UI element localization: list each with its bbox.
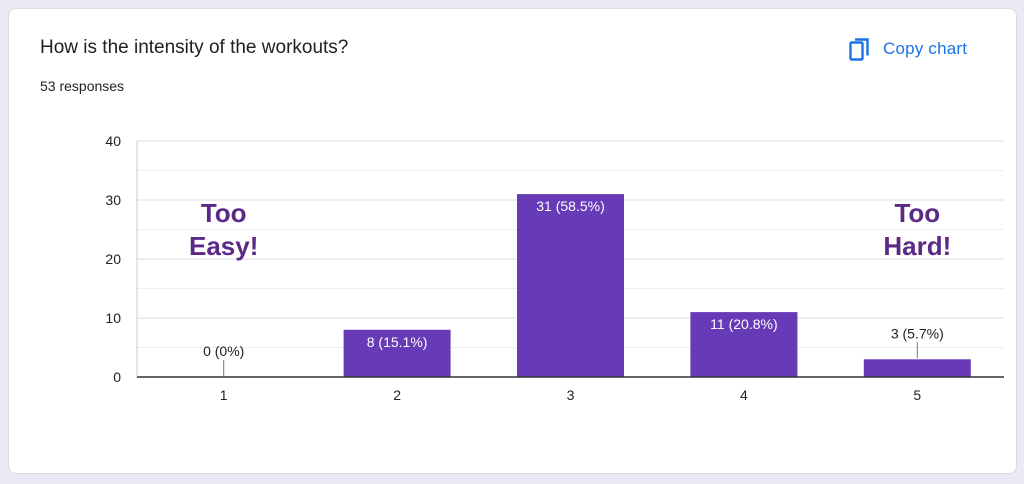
chart-card: How is the intensity of the workouts? 53…	[8, 8, 1017, 474]
copy-chart-label: Copy chart	[883, 39, 968, 58]
x-tick-label: 2	[393, 387, 401, 403]
x-tick-label: 4	[740, 387, 748, 403]
y-tick-label: 30	[105, 192, 121, 208]
bar	[517, 194, 624, 377]
data-label: 31 (58.5%)	[536, 198, 604, 214]
annotation-text: Easy!	[189, 231, 258, 261]
x-tick-label: 3	[567, 387, 575, 403]
y-tick-label: 0	[113, 369, 121, 385]
data-label: 8 (15.1%)	[367, 334, 428, 350]
annotation-text: Hard!	[883, 231, 951, 261]
data-label: 3 (5.7%)	[891, 325, 944, 341]
question-title: How is the intensity of the workouts?	[40, 37, 349, 58]
response-count: 53 responses	[40, 78, 125, 94]
data-label: 11 (20.8%)	[710, 316, 777, 332]
y-tick-label: 20	[105, 251, 121, 267]
y-tick-label: 40	[105, 133, 121, 149]
bar	[343, 329, 451, 377]
bar	[863, 359, 971, 377]
data-label: 0 (0%)	[203, 343, 244, 359]
x-tick-label: 1	[220, 387, 228, 403]
x-tick-label: 5	[913, 387, 921, 403]
y-tick-label: 10	[105, 310, 121, 326]
annotation-text: Too	[201, 198, 247, 228]
copy-chart-button[interactable]: Copy chart	[843, 31, 973, 67]
bar	[690, 312, 798, 377]
annotation-text: Too	[894, 198, 940, 228]
copy-icon	[849, 36, 871, 62]
